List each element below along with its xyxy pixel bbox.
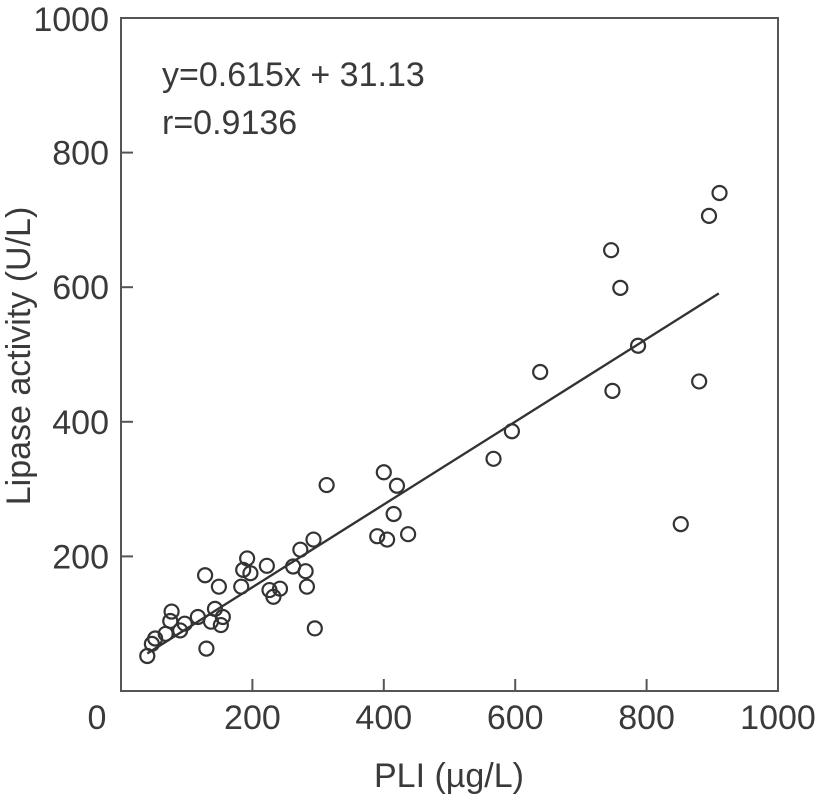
data-point — [603, 242, 620, 259]
x-tick-label: 200 — [224, 699, 281, 737]
data-point — [242, 565, 259, 582]
data-point — [485, 450, 502, 467]
data-points — [139, 184, 728, 665]
data-point — [198, 640, 215, 657]
data-point — [258, 557, 275, 574]
y-tick-label: 400 — [52, 404, 109, 442]
data-point — [378, 531, 396, 548]
y-tick-label: 600 — [52, 269, 109, 307]
data-point — [369, 528, 386, 545]
data-point — [306, 620, 323, 637]
data-point — [318, 476, 335, 494]
y-tick-label: 800 — [52, 135, 109, 173]
data-point — [305, 531, 322, 548]
y-tick-label: 1000 — [33, 1, 109, 39]
x-tick-label: 600 — [487, 699, 544, 737]
data-point — [385, 505, 402, 523]
regression-line — [146, 292, 720, 655]
x-tick-label: 400 — [355, 699, 412, 737]
data-point — [196, 567, 214, 584]
data-point — [210, 578, 227, 595]
x-axis-label: PLI (µg/L) — [374, 757, 524, 795]
data-point — [176, 615, 193, 632]
tick-labels: 0 200 400 600 800 1000 200 400 600 800 1000 — [33, 1, 815, 737]
data-point — [239, 550, 256, 567]
x-tick-label: 1000 — [740, 699, 816, 737]
data-point — [503, 423, 521, 440]
axis-ticks — [121, 151, 648, 691]
data-point — [672, 515, 689, 533]
data-point — [214, 608, 231, 626]
y-tick-label: 200 — [52, 538, 109, 576]
data-point — [612, 279, 629, 296]
data-point — [297, 563, 314, 580]
data-point — [147, 630, 164, 647]
data-point — [700, 207, 718, 224]
data-point — [233, 578, 250, 595]
data-point — [400, 526, 417, 543]
data-point — [292, 541, 309, 558]
y-axis-label: Lipase activity (U/L) — [0, 207, 38, 506]
correlation-coefficient: r=0.9136 — [162, 104, 297, 142]
data-point — [375, 464, 392, 481]
regression-equation: y=0.615x + 31.13 — [162, 56, 425, 94]
data-point — [298, 578, 316, 595]
plot-frame — [120, 17, 779, 692]
data-point — [691, 373, 708, 390]
data-point — [532, 363, 549, 381]
data-point — [629, 337, 647, 354]
data-point — [163, 603, 180, 620]
data-point — [604, 382, 621, 399]
x-tick-label: 800 — [618, 699, 675, 737]
x-tick-label: 0 — [88, 699, 107, 737]
data-point — [271, 580, 289, 597]
data-point — [388, 477, 406, 494]
data-point — [212, 616, 229, 634]
data-point — [711, 184, 728, 202]
